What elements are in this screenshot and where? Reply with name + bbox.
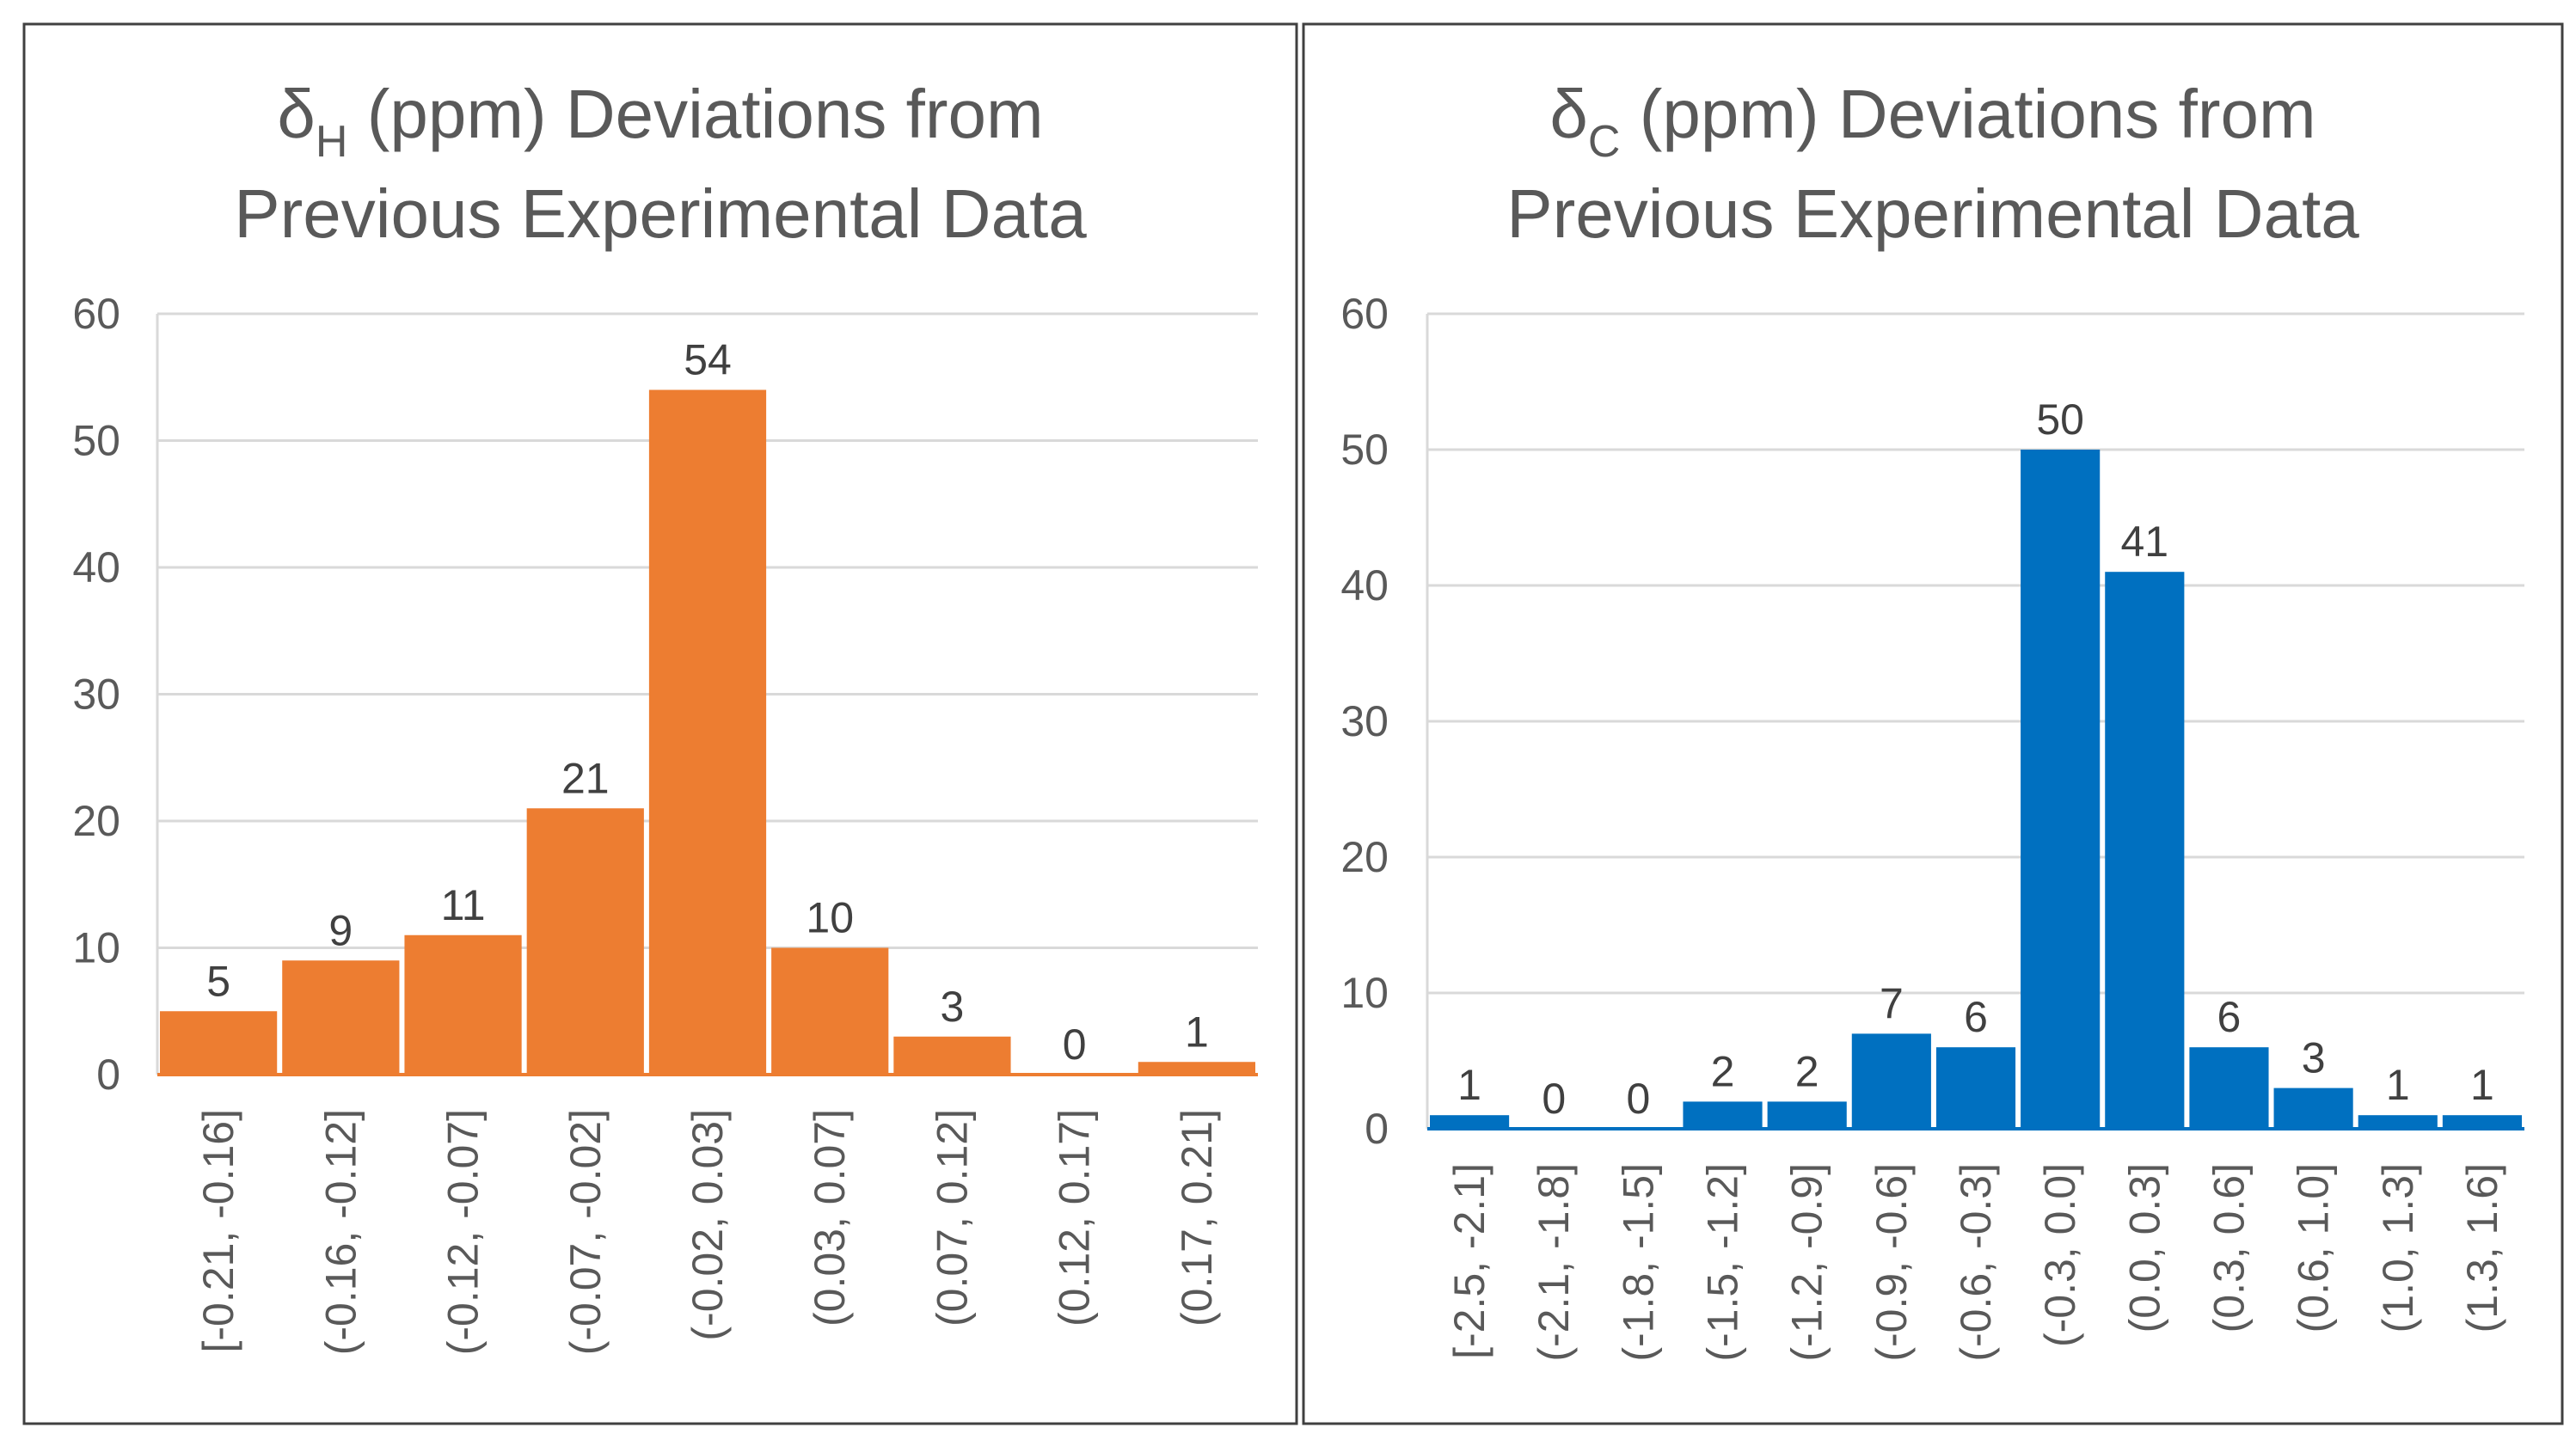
x-tick-label: (-2.1, -1.8]: [1530, 1163, 1578, 1362]
chart-panel-h: δH (ppm) Deviations from Previous Experim…: [22, 22, 1298, 1425]
chart-title-line1: δC (ppm) Deviations from: [1549, 76, 2315, 167]
bar: [404, 934, 522, 1075]
x-tick-label: (-0.07, -0.02]: [561, 1109, 610, 1355]
y-tick-label: 50: [1340, 426, 1389, 474]
data-label: 41: [2120, 518, 2168, 566]
y-tick-label: 0: [1365, 1105, 1389, 1153]
data-label: 11: [441, 881, 486, 929]
bar: [2021, 450, 2101, 1129]
x-tick-label: (0.07, 0.12]: [928, 1109, 976, 1327]
bar: [2105, 572, 2185, 1129]
y-tick-label: 60: [72, 290, 120, 338]
x-tick-label: (0.17, 0.21]: [1173, 1109, 1221, 1327]
data-label: 2: [1711, 1047, 1735, 1095]
bar: [1683, 1101, 1763, 1129]
title-rest: (ppm) Deviations from: [1620, 76, 2315, 152]
bar: [893, 1036, 1011, 1075]
bar: [1138, 1062, 1255, 1075]
x-tick-label: (0.0, 0.3]: [2120, 1163, 2168, 1333]
title-symbol: δ: [1549, 76, 1588, 152]
y-tick-label: 40: [1340, 561, 1389, 610]
data-label: 50: [2036, 395, 2084, 444]
x-tick-label: (-0.6, -0.3]: [1952, 1163, 2000, 1362]
x-tick-label: (1.3, 1.6]: [2458, 1163, 2506, 1333]
bar: [1430, 1115, 1510, 1129]
x-tick-label: (-0.12, -0.07]: [439, 1109, 488, 1355]
bar: [526, 808, 644, 1075]
y-tick-label: 30: [1340, 697, 1389, 745]
data-label: 21: [561, 754, 610, 802]
chart-title-line2: Previous Experimental Data: [234, 175, 1087, 252]
data-label: 1: [1457, 1061, 1481, 1109]
data-label: 0: [1626, 1075, 1650, 1123]
title-symbol: δ: [277, 76, 316, 152]
x-tick-label: (0.6, 1.0]: [2290, 1163, 2338, 1333]
data-label: 3: [2302, 1034, 2326, 1082]
y-tick-label: 40: [72, 543, 120, 591]
bar: [282, 960, 400, 1075]
x-tick-label: (-0.9, -0.6]: [1868, 1163, 1916, 1362]
title-subscript: C: [1588, 117, 1621, 167]
x-tick-label: [-2.5, -2.1]: [1445, 1163, 1493, 1359]
y-tick-label: 10: [72, 924, 120, 972]
data-label: 0: [1542, 1075, 1566, 1123]
x-tick-label: (0.12, 0.17]: [1051, 1109, 1099, 1327]
data-label: 2: [1795, 1047, 1819, 1095]
x-tick-label: (-1.5, -1.2]: [1699, 1163, 1747, 1362]
bar: [1767, 1101, 1847, 1129]
y-tick-label: 60: [1340, 290, 1389, 338]
data-label: 7: [1880, 979, 1904, 1027]
x-tick-label: (-1.8, -1.5]: [1614, 1163, 1662, 1362]
bar: [771, 947, 889, 1075]
y-tick-label: 30: [72, 671, 120, 719]
data-label: 1: [1185, 1008, 1209, 1056]
x-tick-label: (-0.3, 0.0]: [2036, 1163, 2084, 1347]
chart-title-line1: δH (ppm) Deviations from: [277, 76, 1043, 167]
x-tick-label: (-0.02, 0.03]: [684, 1109, 732, 1341]
chart-title-line2: Previous Experimental Data: [1506, 175, 2359, 252]
x-tick-label: (0.3, 0.6]: [2205, 1163, 2253, 1333]
bar: [160, 1011, 278, 1075]
data-label: 1: [2470, 1061, 2494, 1109]
data-label: 54: [684, 336, 732, 384]
data-label: 10: [806, 894, 854, 942]
bar: [648, 389, 767, 1075]
title-subscript: H: [316, 117, 348, 167]
bar: [2273, 1088, 2353, 1129]
data-label: 5: [206, 957, 230, 1005]
bar: [2189, 1047, 2269, 1129]
data-label: 1: [2386, 1061, 2410, 1109]
panel-border: [1302, 22, 2564, 1425]
title-rest: (ppm) Deviations from: [347, 76, 1043, 152]
y-tick-label: 20: [72, 797, 120, 845]
bar: [1851, 1033, 1931, 1129]
chart-panel-c: δC (ppm) Deviations from Previous Experim…: [1302, 22, 2564, 1425]
x-tick-label: (0.03, 0.07]: [806, 1109, 854, 1327]
data-label: 6: [1964, 993, 1988, 1041]
data-label: 3: [941, 983, 965, 1031]
data-label: 6: [2217, 993, 2242, 1041]
data-label: 0: [1063, 1020, 1087, 1069]
x-tick-label: [-0.21, -0.16]: [194, 1109, 242, 1353]
y-tick-label: 20: [1340, 833, 1389, 881]
data-label: 9: [328, 906, 353, 954]
y-tick-label: 10: [1340, 969, 1389, 1017]
y-tick-label: 50: [72, 417, 120, 465]
bar: [2442, 1115, 2522, 1129]
bar: [1935, 1047, 2016, 1129]
x-tick-label: (-1.2, -0.9]: [1783, 1163, 1831, 1362]
x-tick-label: (-0.16, -0.12]: [316, 1109, 365, 1355]
x-tick-label: (1.0, 1.3]: [2374, 1163, 2422, 1333]
y-tick-label: 0: [96, 1051, 120, 1099]
bar: [2358, 1115, 2438, 1129]
